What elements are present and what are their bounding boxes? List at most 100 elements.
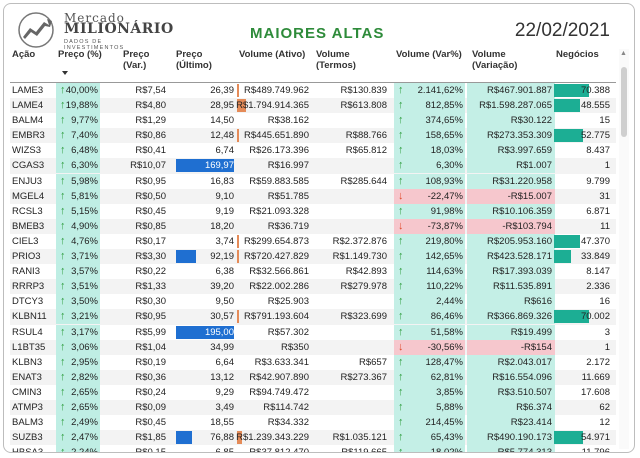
col-preco-ultimo[interactable]: Preço (Último) — [176, 49, 212, 71]
ticker-cell: RRRP3 — [12, 281, 45, 293]
table-row[interactable]: RRRP3 ↑ 3,51% R$1,33 39,20 R$22.002.286 R$279.… — [10, 279, 616, 295]
table-row[interactable]: MGEL4 ↑ 5,81% R$0,50 9,10 R$51.785 ↓ -22,47% -R$… — [10, 188, 616, 204]
volume-ativo-cell: R$42.907.890 — [237, 370, 311, 385]
price-pct-cell: ↑ — [56, 128, 100, 144]
volume-ativo-cell: R$114.742 — [237, 400, 311, 415]
col-preco-pct[interactable]: Preço (%) — [58, 49, 102, 60]
volume-ativo-cell: R$51.785 — [237, 189, 311, 204]
volume-ativo-value: R$21.093.328 — [249, 205, 309, 217]
negocios-cell: 12 — [554, 415, 612, 430]
table-row[interactable]: WIZS3 ↑ 6,48% R$0,41 6,74 R$26.173.396 R$65.81… — [10, 143, 616, 159]
table-row[interactable]: PRIO3 ↑ 3,71% R$3,30 92,19 R$720.427.829 R$1.1… — [10, 249, 616, 265]
table-row[interactable]: EMBR3 ↑ 7,40% R$0,86 12,48 R$445.651.890 R$88.… — [10, 128, 616, 144]
volume-var-pct-value: 5,88% — [436, 401, 463, 413]
volume-var-pct-bg: ↓ — [394, 188, 465, 204]
volume-ativo-cell: R$720.427.829 — [237, 249, 311, 264]
report-title: MAIORES ALTAS — [250, 25, 385, 42]
sort-desc-icon[interactable] — [62, 71, 68, 75]
table-row[interactable]: SUZB3 ↑ 2,47% R$1,85 76,88 R$1.239.343.229 R$1… — [10, 430, 616, 446]
table-row[interactable]: LAME3 ↑ 40,00% R$7,54 26,39 R$489.749.962 R$13… — [10, 83, 616, 98]
price-pct-value: 2,65% — [71, 401, 98, 413]
arrow-up-icon: ↑ — [398, 370, 404, 383]
price-pct-cell: ↑ — [56, 294, 100, 310]
arrow-up-icon: ↑ — [60, 114, 66, 127]
price-last-cell: 30,57 — [176, 309, 236, 324]
price-last-value: 34,99 — [210, 341, 234, 353]
price-pct-cell: ↑ — [56, 354, 100, 370]
col-acao[interactable]: Ação — [12, 49, 36, 60]
table-row[interactable]: CMIN3 ↑ 2,65% R$0,24 9,29 R$94.749.472 ↑ 3,85% R… — [10, 384, 616, 400]
negocios-cell: 70.002 — [554, 309, 612, 324]
table-row[interactable]: ATMP3 ↑ 2,65% R$0,09 3,49 R$114.742 ↑ 5,88% R$6.… — [10, 399, 616, 416]
price-pct-value: 9,77% — [71, 115, 98, 127]
col-volume-var-pct[interactable]: Volume (Var%) — [396, 49, 462, 60]
price-pct-cell: ↑ — [56, 264, 100, 280]
table-row[interactable]: BMEB3 ↑ 4,90% R$0,85 18,20 R$36.719 ↓ -73,87% -R… — [10, 218, 616, 234]
volume-ativo-value: R$3.633.341 — [254, 356, 309, 368]
price-last-cell: 9,19 — [176, 204, 236, 219]
volume-termos-cell — [315, 219, 389, 234]
table-row[interactable]: BALM4 ↑ 9,77% R$1,29 14,50 R$38.162 ↑ 374,65% R$… — [10, 113, 616, 129]
table-row[interactable]: L1BT35 ↑ 3,06% R$1,04 34,99 R$350 ↓ -30,56% -R$1… — [10, 339, 616, 355]
table-row[interactable]: CGAS3 ↑ 6,30% R$10,07 169,97 R$16.997 ↑ 6,30% R$… — [10, 158, 616, 174]
negocios-cell: 3 — [554, 325, 612, 340]
volume-ativo-cell: R$1.239.343.229 — [236, 430, 311, 445]
col-volume-termos[interactable]: Volume (Termos) — [316, 49, 356, 71]
table-row[interactable]: KLBN3 ↑ 2,95% R$0,19 6,64 R$3.633.341 R$657 ↑ 12… — [10, 354, 616, 370]
price-last-cell: 13,12 — [176, 370, 236, 385]
table-row[interactable]: LAME4 ↑ 19,88% R$4,80 28,95 R$1.794.914.365 R$… — [10, 98, 616, 114]
table-row[interactable]: KLBN11 ↑ 3,21% R$0,95 30,57 R$791.193.604 R$32… — [10, 309, 616, 325]
col-negocios[interactable]: Negócios — [556, 49, 599, 60]
price-pct-value: 2,24% — [71, 447, 98, 453]
price-pct-cell: ↑ — [56, 233, 100, 249]
table-row[interactable]: RCSL3 ↑ 5,15% R$0,45 9,19 R$21.093.328 ↑ 91,98%… — [10, 203, 616, 219]
vertical-scrollbar[interactable]: ▲ — [619, 49, 629, 449]
table-row[interactable]: ENAT3 ↑ 2,82% R$0,36 13,12 R$42.907.890 R$273.… — [10, 369, 616, 385]
negocios-cell: 16 — [554, 294, 612, 309]
arrow-up-icon: ↑ — [60, 340, 66, 353]
table-row[interactable]: RANI3 ↑ 3,57% R$0,22 6,38 R$32.566.861 R$42.89… — [10, 264, 616, 280]
scrollbar-thumb[interactable] — [621, 67, 627, 137]
volume-termos-cell — [315, 204, 389, 219]
volume-variacao-cell: R$19.499 — [467, 324, 555, 340]
volume-variacao-cell: R$30.122 — [467, 113, 555, 129]
col-volume-ativo[interactable]: Volume (Ativo) — [239, 49, 306, 60]
table-row[interactable]: RSUL4 ↑ 3,17% R$5,99 195,00 R$57.302 ↑ 51,58% R$… — [10, 324, 616, 340]
ticker-cell: CGAS3 — [12, 160, 45, 172]
table-row[interactable]: HBSA3 ↑ 2,24% R$0,15 6,85 R$37.812.470 R$119.6… — [10, 445, 616, 453]
volume-var-pct-bg: ↑ — [394, 294, 465, 310]
table-row[interactable]: BALM3 ↑ 2,49% R$0,45 18,55 R$34.332 ↑ 214,45% R$… — [10, 415, 616, 431]
price-bar — [176, 431, 192, 445]
ticker-cell: ENAT3 — [12, 371, 42, 383]
arrow-up-icon: ↑ — [60, 400, 66, 413]
arrow-down-icon: ↓ — [398, 219, 404, 232]
negocios-value: 11.796 — [581, 447, 610, 453]
price-var-cell: R$10,07 — [130, 160, 166, 172]
arrow-up-icon: ↑ — [60, 234, 66, 247]
price-pct-value: 3,71% — [71, 251, 98, 263]
price-pct-cell: ↑ — [56, 339, 100, 355]
negocios-cell: 47.370 — [554, 234, 612, 249]
price-last-value: 3,49 — [215, 401, 235, 413]
volume-ativo-cell: R$26.173.396 — [237, 143, 311, 158]
price-pct-cell: ↑ — [56, 445, 100, 452]
price-bar — [176, 250, 196, 264]
negocios-cell: 11.669 — [554, 370, 612, 385]
negocios-value: 1 — [604, 160, 610, 172]
volume-variacao-cell: R$423.528.171 — [467, 249, 555, 265]
negocios-bar — [554, 310, 589, 324]
ticker-cell: DTCY3 — [12, 296, 44, 308]
col-volume-variacao[interactable]: Volume (Variação) — [472, 49, 518, 71]
table-row[interactable]: CIEL3 ↑ 4,76% R$0,17 3,74 R$299.654.873 R$2.37… — [10, 233, 616, 249]
table-row[interactable]: ENJU3 ↑ 5,98% R$0,95 16,83 R$59.883.585 R$285.… — [10, 173, 616, 189]
table-row[interactable]: DTCY3 ↑ 3,50% R$0,30 9,50 R$25.903 ↑ 2,44% R$616… — [10, 294, 616, 310]
arrow-up-icon: ↑ — [60, 355, 66, 368]
col-preco-var[interactable]: Preço (Var.) — [123, 49, 150, 71]
negocios-value: 70.002 — [580, 311, 610, 323]
negocios-cell: 48.555 — [554, 98, 612, 113]
scroll-up-icon[interactable]: ▲ — [620, 50, 627, 57]
price-last-cell: 76,88 — [176, 430, 236, 445]
volume-var-pct-bg: ↓ — [394, 218, 465, 234]
price-pct-value: 6,30% — [71, 160, 98, 172]
negocios-cell: 2.336 — [554, 279, 612, 294]
